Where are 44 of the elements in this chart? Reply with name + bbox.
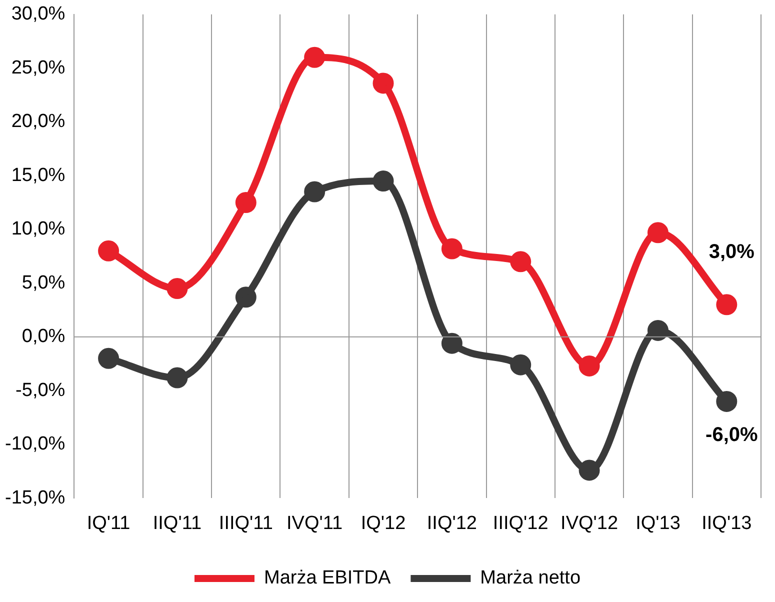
y-tick-label: 30,0% xyxy=(11,4,66,25)
point xyxy=(510,251,532,272)
point xyxy=(441,332,462,354)
x-tick-label: IIIQ'12 xyxy=(492,512,548,534)
y-tick-label: 5,0% xyxy=(22,272,66,294)
y-tick-label: -15,0% xyxy=(5,487,66,508)
x-tick-label: IIIQ'11 xyxy=(218,512,273,534)
legend-label: Marża netto xyxy=(480,568,581,589)
point xyxy=(166,278,188,300)
y-tick-label: 0,0% xyxy=(22,326,66,348)
point xyxy=(647,320,668,341)
point xyxy=(304,181,326,202)
x-tick-label: IIQ'12 xyxy=(426,512,477,534)
y-tick-label: 15,0% xyxy=(11,164,66,186)
point xyxy=(716,390,738,412)
point xyxy=(510,354,532,376)
point xyxy=(372,170,394,192)
x-tick-label: IIQ'11 xyxy=(152,512,202,534)
y-tick-label: 25,0% xyxy=(11,57,66,78)
point xyxy=(578,355,600,376)
y-tick-label: 20,0% xyxy=(11,111,66,132)
point xyxy=(716,294,738,316)
point xyxy=(647,222,668,244)
x-tick-label: IQ'12 xyxy=(360,512,406,534)
point xyxy=(372,72,394,94)
point xyxy=(98,348,120,369)
point xyxy=(441,238,462,260)
x-tick-label: IVQ'12 xyxy=(560,512,618,534)
point xyxy=(98,240,120,262)
y-tick-label: 10,0% xyxy=(11,218,66,240)
y-tick-label: -10,0% xyxy=(5,434,66,455)
point xyxy=(578,460,600,481)
x-tick-label: IQ'11 xyxy=(86,512,130,534)
x-tick-label: IVQ'11 xyxy=(286,512,343,534)
point xyxy=(235,286,256,308)
point xyxy=(235,192,256,214)
y-tick-label: -5,0% xyxy=(16,380,66,401)
x-tick-label: IIQ'13 xyxy=(702,512,752,534)
data-label: 3,0% xyxy=(708,241,755,264)
point xyxy=(166,367,188,388)
legend-label: Marża EBITDA xyxy=(264,568,392,589)
x-tick-label: IQ'13 xyxy=(636,512,680,534)
data-label: -6,0% xyxy=(706,424,758,446)
point xyxy=(304,46,326,68)
